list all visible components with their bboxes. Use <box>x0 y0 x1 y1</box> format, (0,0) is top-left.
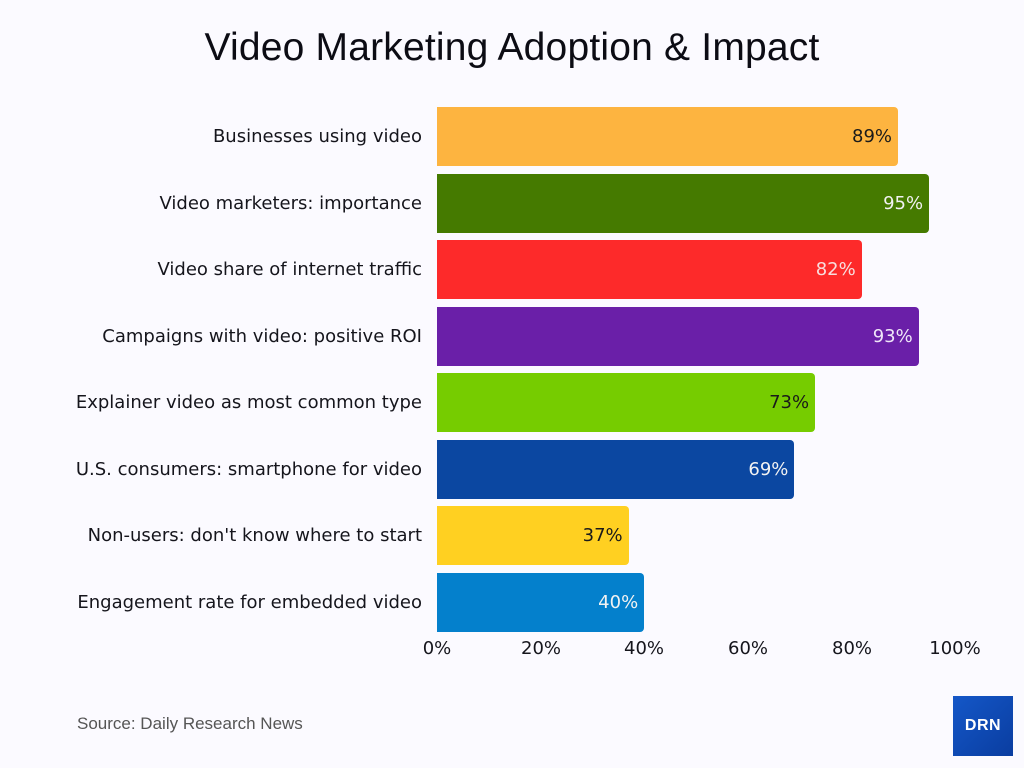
bar-row: Video share of internet traffic 82% <box>0 240 1024 299</box>
value-label: 95% <box>883 193 924 214</box>
bar-row: Explainer video as most common type 73% <box>0 373 1024 432</box>
category-label: Non-users: don't know where to start <box>87 525 422 546</box>
bar: 93% <box>437 307 919 366</box>
value-label: 40% <box>598 592 639 613</box>
category-label: Engagement rate for embedded video <box>77 592 422 613</box>
source-note: Source: Daily Research News <box>77 714 303 733</box>
value-label: 89% <box>852 126 893 147</box>
bar: 40% <box>437 573 645 632</box>
category-label: Video marketers: importance <box>159 193 422 214</box>
drn-logo: DRN <box>953 696 1013 756</box>
bar-row: Non-users: don't know where to start 37% <box>0 506 1024 565</box>
bar: 73% <box>437 373 816 432</box>
bar-row: Campaigns with video: positive ROI 93% <box>0 307 1024 366</box>
category-label: Campaigns with video: positive ROI <box>102 326 422 347</box>
bar-row: Businesses using video 89% <box>0 107 1024 166</box>
chart-title: Video Marketing Adoption & Impact <box>204 26 820 69</box>
category-label: Explainer video as most common type <box>75 392 422 413</box>
bar: 69% <box>437 440 795 499</box>
x-tick-label: 60% <box>727 638 769 659</box>
value-label: 69% <box>748 459 789 480</box>
value-label: 73% <box>769 392 810 413</box>
x-axis: 0% 20% 40% 60% 80% 100% <box>0 638 1024 668</box>
value-label: 82% <box>815 259 856 280</box>
bar: 95% <box>437 174 930 233</box>
bar: 37% <box>437 506 629 565</box>
value-label: 37% <box>582 525 623 546</box>
x-tick-label: 0% <box>422 638 452 659</box>
category-label: Video share of internet traffic <box>157 259 422 280</box>
bar-row: Video marketers: importance 95% <box>0 174 1024 233</box>
x-tick-label: 40% <box>623 638 665 659</box>
x-tick-label: 20% <box>520 638 562 659</box>
bar: 89% <box>437 107 899 166</box>
bar-row: U.S. consumers: smartphone for video 69% <box>0 440 1024 499</box>
bar-row: Engagement rate for embedded video 40% <box>0 573 1024 632</box>
category-label: U.S. consumers: smartphone for video <box>75 459 422 480</box>
x-tick-label: 80% <box>831 638 873 659</box>
bar: 82% <box>437 240 862 299</box>
x-tick-label: 100% <box>929 638 981 659</box>
bar-chart: Businesses using video 89% Video markete… <box>0 107 1024 632</box>
category-label: Businesses using video <box>212 126 422 147</box>
value-label: 93% <box>872 326 913 347</box>
